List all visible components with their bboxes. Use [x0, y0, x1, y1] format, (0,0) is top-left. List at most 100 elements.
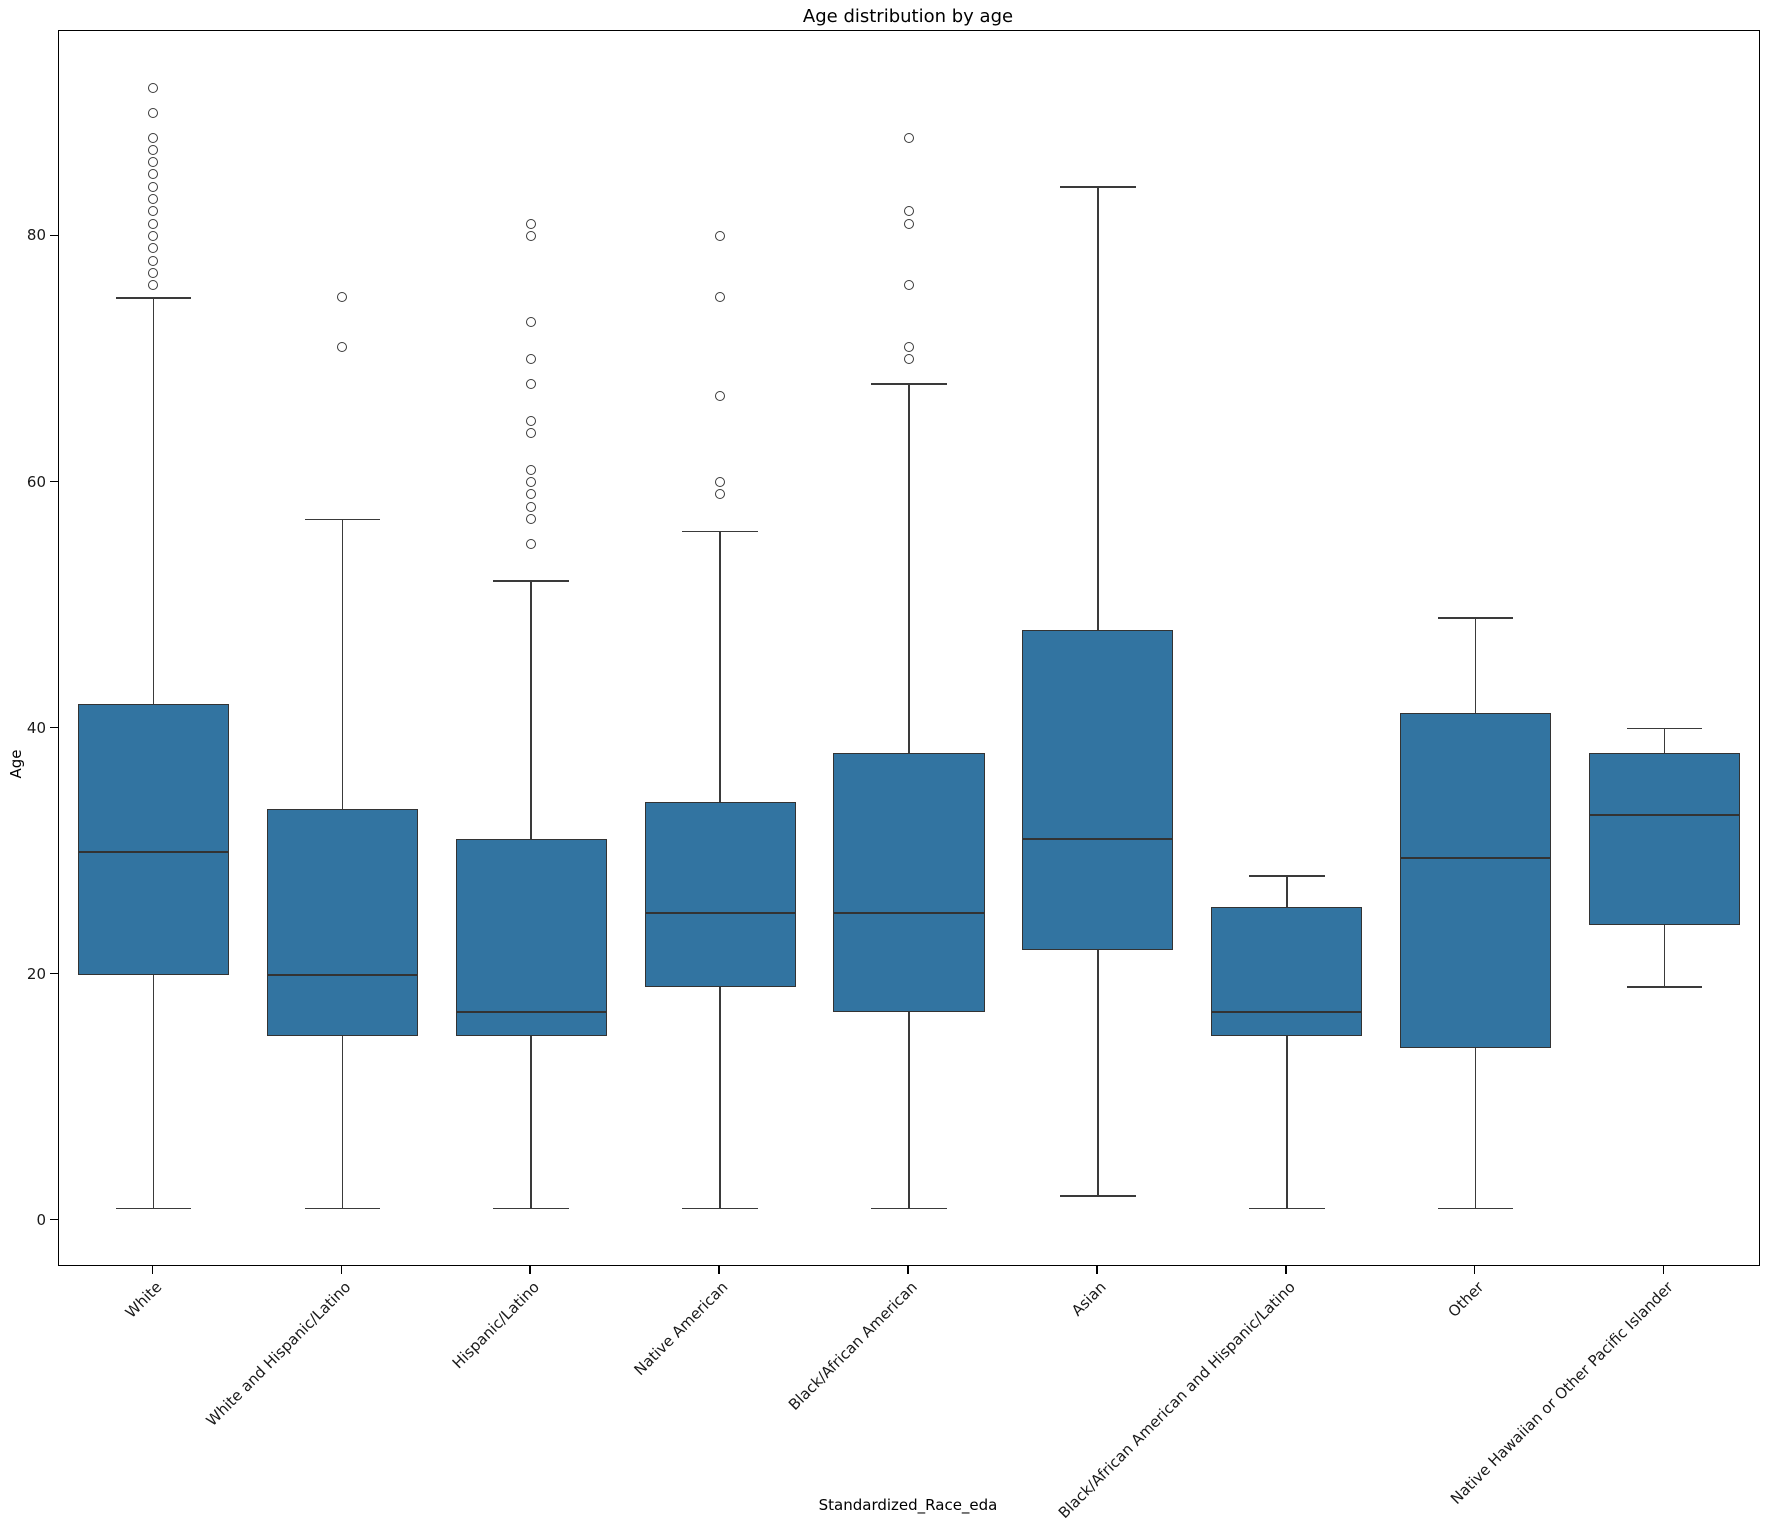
y-tick-mark: [50, 726, 58, 729]
outlier-point: [147, 218, 158, 229]
lower-whisker: [341, 1036, 344, 1209]
median-line: [644, 912, 796, 915]
outlier-point: [714, 292, 725, 303]
outlier-point: [147, 169, 158, 180]
upper-whisker: [1474, 617, 1477, 713]
x-tick-label: Hispanic/Latino: [448, 1278, 543, 1373]
outlier-point: [147, 280, 158, 291]
upper-whisker: [719, 531, 721, 803]
outlier-point: [147, 243, 158, 254]
outlier-point: [903, 280, 914, 291]
outlier-point: [147, 83, 158, 94]
outlier-point: [525, 378, 536, 389]
upper-whisker-cap: [682, 530, 758, 533]
y-tick-mark: [50, 480, 58, 483]
lower-whisker: [908, 1011, 910, 1209]
lower-whisker-cap: [304, 1207, 381, 1210]
x-tick-mark: [1473, 1265, 1476, 1274]
x-tick-label: Native Hawaiian or Other Pacific Islande…: [1446, 1278, 1677, 1508]
outlier-point: [147, 206, 158, 217]
outlier-point: [147, 132, 158, 143]
outlier-point: [714, 390, 725, 401]
outlier-point: [525, 538, 536, 549]
lower-whisker: [530, 1036, 532, 1209]
x-tick-label: White: [121, 1278, 166, 1322]
chart-title: Age distribution by age: [802, 6, 1014, 27]
outlier-point: [525, 218, 536, 229]
y-tick-label: 20: [26, 964, 46, 983]
x-tick-label: Native American: [630, 1278, 732, 1379]
median-line: [77, 850, 229, 853]
x-tick-mark: [340, 1265, 343, 1274]
x-tick-mark: [1096, 1265, 1098, 1274]
upper-whisker-cap: [871, 383, 947, 385]
lower-whisker-cap: [871, 1207, 947, 1210]
upper-whisker-cap: [1060, 186, 1136, 188]
lower-whisker: [1097, 950, 1099, 1197]
iqr-box: [77, 703, 229, 975]
y-axis-label: Age: [7, 749, 25, 779]
x-tick-mark: [718, 1265, 720, 1274]
lower-whisker: [1286, 1036, 1288, 1209]
outlier-point: [525, 489, 536, 500]
iqr-box: [833, 753, 985, 1012]
lower-whisker-cap: [1626, 986, 1703, 988]
lower-whisker-cap: [1060, 1195, 1136, 1197]
median-line: [455, 1010, 607, 1013]
iqr-box: [644, 802, 796, 987]
outlier-point: [147, 255, 158, 266]
outlier-point: [336, 341, 347, 352]
outlier-point: [903, 353, 914, 364]
outlier-point: [147, 194, 158, 205]
lower-whisker-cap: [493, 1207, 569, 1210]
outlier-point: [147, 230, 158, 241]
upper-whisker-cap: [1626, 727, 1703, 730]
upper-whisker: [1663, 728, 1666, 754]
plot-area: [58, 30, 1760, 1266]
iqr-box: [1022, 630, 1174, 951]
x-tick-label: Asian: [1067, 1278, 1110, 1320]
lower-whisker-cap: [115, 1207, 192, 1210]
median-line: [1400, 856, 1552, 859]
outlier-point: [714, 230, 725, 241]
outlier-point: [525, 230, 536, 241]
upper-whisker-cap: [1249, 875, 1325, 877]
outlier-point: [525, 353, 536, 364]
lower-whisker: [1474, 1048, 1477, 1209]
outlier-point: [903, 132, 914, 143]
outlier-point: [525, 477, 536, 488]
y-tick-mark: [50, 234, 58, 237]
upper-whisker: [1286, 876, 1288, 907]
x-tick-mark: [907, 1265, 909, 1274]
x-tick-mark: [151, 1265, 154, 1274]
outlier-point: [147, 181, 158, 192]
outlier-point: [525, 513, 536, 524]
upper-whisker-cap: [493, 580, 569, 582]
outlier-point: [714, 489, 725, 500]
median-line: [833, 912, 985, 915]
upper-whisker: [530, 580, 532, 840]
outlier-point: [147, 157, 158, 168]
outlier-point: [147, 267, 158, 278]
x-tick-label: Other: [1444, 1278, 1488, 1321]
upper-whisker: [341, 519, 344, 809]
x-tick-label: White and Hispanic/Latino: [202, 1278, 355, 1430]
iqr-box: [1211, 906, 1363, 1037]
lower-whisker-cap: [682, 1207, 758, 1210]
x-tick-mark: [529, 1265, 531, 1274]
x-tick-label: Black/African American and Hispanic/Lati…: [1054, 1278, 1299, 1523]
outlier-point: [147, 144, 158, 155]
x-tick-label: Black/African American: [784, 1278, 921, 1414]
outlier-point: [525, 464, 536, 475]
iqr-box: [1589, 753, 1741, 926]
iqr-box: [1400, 712, 1552, 1049]
outlier-point: [525, 317, 536, 328]
upper-whisker: [1097, 187, 1099, 631]
upper-whisker: [908, 384, 910, 754]
lower-whisker: [152, 974, 155, 1209]
outlier-point: [336, 292, 347, 303]
y-tick-label: 60: [26, 472, 46, 491]
y-tick-mark: [50, 972, 58, 975]
iqr-box: [455, 839, 607, 1037]
